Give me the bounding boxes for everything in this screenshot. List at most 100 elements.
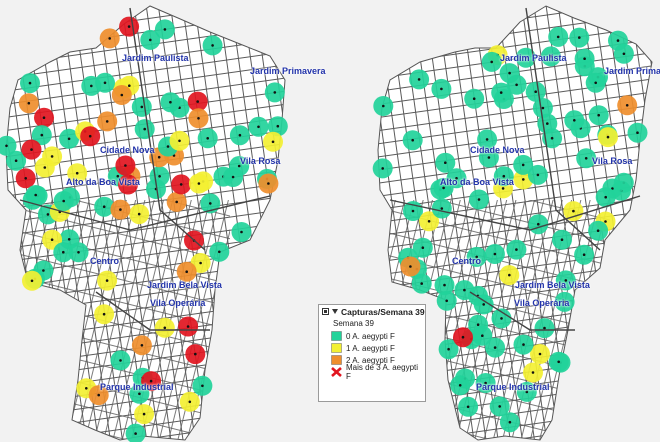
- collapse-arrow-icon[interactable]: [332, 309, 338, 314]
- trap-point-center: [440, 207, 444, 210]
- legend-item-label: 2 A. aegypti F: [346, 355, 395, 365]
- trap-point-center: [166, 145, 170, 148]
- trap-point-center: [476, 323, 480, 327]
- trap-point-center: [493, 252, 497, 256]
- trap-point-center: [276, 124, 280, 128]
- trap-point-center: [140, 105, 144, 109]
- trap-point-center: [427, 220, 431, 223]
- trap-point-center: [43, 166, 47, 169]
- trap-point-center: [508, 273, 511, 277]
- trap-point-center: [24, 177, 28, 180]
- legend-item-label: 1 A. aegypti F: [346, 343, 395, 353]
- legend-header[interactable]: Capturas/Semana 39: [319, 305, 425, 318]
- left-place-label: Jardim Primavera: [250, 66, 326, 76]
- trap-point-center: [546, 122, 549, 125]
- trap-point-center: [502, 174, 506, 178]
- trap-point-center: [463, 288, 466, 292]
- left-place-label: Alto da Boa Vista: [66, 177, 140, 187]
- trap-point-center: [5, 144, 8, 148]
- trap-point-center: [137, 212, 141, 216]
- trap-point-center: [560, 238, 564, 241]
- right-place-label: Jardim Bela Vista: [515, 280, 590, 290]
- trap-point-center: [636, 131, 639, 134]
- left-place-label: Vila Operária: [150, 298, 206, 308]
- legend-swatch-icon: [331, 331, 342, 341]
- trap-point-center: [536, 173, 540, 177]
- trap-point-center: [556, 35, 560, 39]
- trap-point-center: [490, 60, 494, 64]
- trap-point-center: [197, 117, 200, 120]
- trap-point-center: [475, 255, 479, 259]
- trap-point-center: [596, 229, 600, 232]
- trap-point-center: [604, 195, 607, 199]
- trap-point-center: [218, 250, 221, 254]
- trap-point-center: [50, 155, 54, 158]
- trap-point-center: [196, 100, 199, 103]
- trap-point-center: [28, 81, 32, 85]
- trap-point-center: [97, 393, 100, 397]
- trap-point-center: [477, 198, 481, 201]
- trap-point-center: [88, 134, 92, 138]
- trap-point-center: [583, 57, 586, 60]
- trap-point-center: [417, 78, 421, 81]
- right-roads: [389, 7, 641, 331]
- trap-point-center: [578, 36, 581, 39]
- trap-point-center: [420, 282, 424, 285]
- trap-point-center: [267, 182, 270, 185]
- trap-point-center: [105, 279, 109, 282]
- trap-point-center: [445, 299, 449, 303]
- trap-point-center: [455, 177, 458, 180]
- trap-point-center: [381, 167, 385, 170]
- trap-point-center: [67, 238, 71, 241]
- trap-point-center: [30, 279, 34, 283]
- trap-point-center: [484, 381, 487, 385]
- trap-point-center: [442, 186, 445, 190]
- trap-point-center: [421, 246, 425, 249]
- trap-point-center: [62, 199, 65, 203]
- trap-point-center: [515, 83, 518, 87]
- trap-point-center: [524, 56, 528, 59]
- trap-point-center: [185, 270, 188, 274]
- trap-point-center: [138, 392, 141, 396]
- trap-point-center: [85, 387, 88, 390]
- trap-point-center: [563, 300, 566, 304]
- trap-point-center: [573, 119, 576, 122]
- trap-point-center: [119, 208, 122, 211]
- trap-point-center: [30, 148, 33, 151]
- trap-point-center: [273, 91, 277, 94]
- trap-point-center: [178, 139, 181, 143]
- trap-point-center: [461, 335, 465, 339]
- trap-point-center: [119, 359, 122, 362]
- legend-item: 0 A. aegypti F: [319, 330, 425, 342]
- trap-point-center: [14, 159, 18, 162]
- trap-point-center: [75, 171, 79, 175]
- layer-visibility-checkbox-icon[interactable]: [322, 308, 329, 315]
- left-trap-points: [0, 16, 288, 442]
- trap-point-center: [206, 137, 209, 140]
- trap-point-center: [549, 55, 553, 58]
- trap-point-center: [194, 352, 197, 356]
- trap-point-center: [622, 52, 626, 56]
- trap-point-center: [158, 175, 161, 178]
- map-legend: Capturas/Semana 39 Semana 39 0 A. aegypt…: [318, 304, 426, 402]
- trap-point-center: [564, 279, 568, 282]
- trap-point-center: [443, 283, 446, 287]
- trap-point-center: [604, 220, 607, 223]
- right-place-label: Cidade Nova: [470, 145, 525, 155]
- trap-point-center: [594, 81, 597, 85]
- trap-point-center: [444, 161, 447, 164]
- trap-point-center: [458, 384, 462, 387]
- trap-point-center: [186, 325, 190, 328]
- trap-point-center: [625, 104, 629, 107]
- legend-item: Mais de 3 A. aegypti F: [319, 363, 425, 381]
- right-place-label: Alto da Boa Vista: [440, 177, 514, 187]
- trap-point-center: [120, 93, 124, 97]
- trap-point-center: [582, 253, 586, 256]
- trap-point-center: [271, 140, 275, 144]
- trap-point-center: [142, 412, 146, 416]
- trap-point-center: [231, 175, 235, 179]
- trap-point-center: [466, 405, 470, 409]
- left-place-label: Centro: [90, 256, 119, 266]
- legend-item: 1 A. aegypti F: [319, 342, 425, 354]
- trap-point-center: [149, 379, 153, 383]
